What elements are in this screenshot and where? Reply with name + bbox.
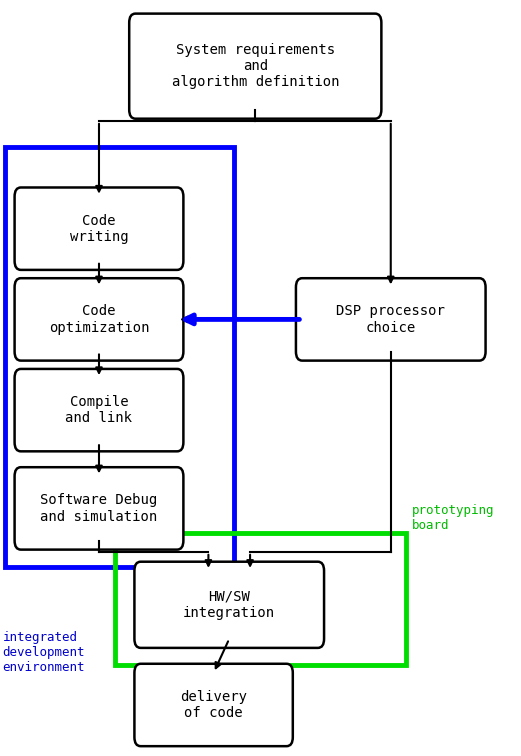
Text: prototyping
board: prototyping board bbox=[412, 503, 494, 532]
Text: System requirements
and
algorithm definition: System requirements and algorithm defini… bbox=[171, 43, 339, 89]
Text: Software Debug
and simulation: Software Debug and simulation bbox=[40, 494, 158, 523]
Text: Compile
and link: Compile and link bbox=[66, 395, 132, 425]
Bar bbox=[5, 147, 234, 567]
FancyBboxPatch shape bbox=[129, 14, 381, 119]
Text: Code
optimization: Code optimization bbox=[49, 305, 149, 334]
Text: integrated
development
environment: integrated development environment bbox=[3, 631, 85, 674]
FancyBboxPatch shape bbox=[15, 467, 183, 550]
Text: HW/SW
integration: HW/SW integration bbox=[183, 590, 275, 620]
FancyBboxPatch shape bbox=[296, 278, 486, 361]
Text: Code
writing: Code writing bbox=[70, 214, 128, 243]
Text: DSP processor
choice: DSP processor choice bbox=[337, 305, 445, 334]
FancyBboxPatch shape bbox=[15, 187, 183, 270]
FancyBboxPatch shape bbox=[134, 664, 293, 746]
FancyBboxPatch shape bbox=[15, 369, 183, 451]
Bar bbox=[115, 533, 406, 665]
Text: delivery
of code: delivery of code bbox=[180, 690, 247, 720]
FancyBboxPatch shape bbox=[134, 562, 324, 648]
FancyBboxPatch shape bbox=[15, 278, 183, 361]
